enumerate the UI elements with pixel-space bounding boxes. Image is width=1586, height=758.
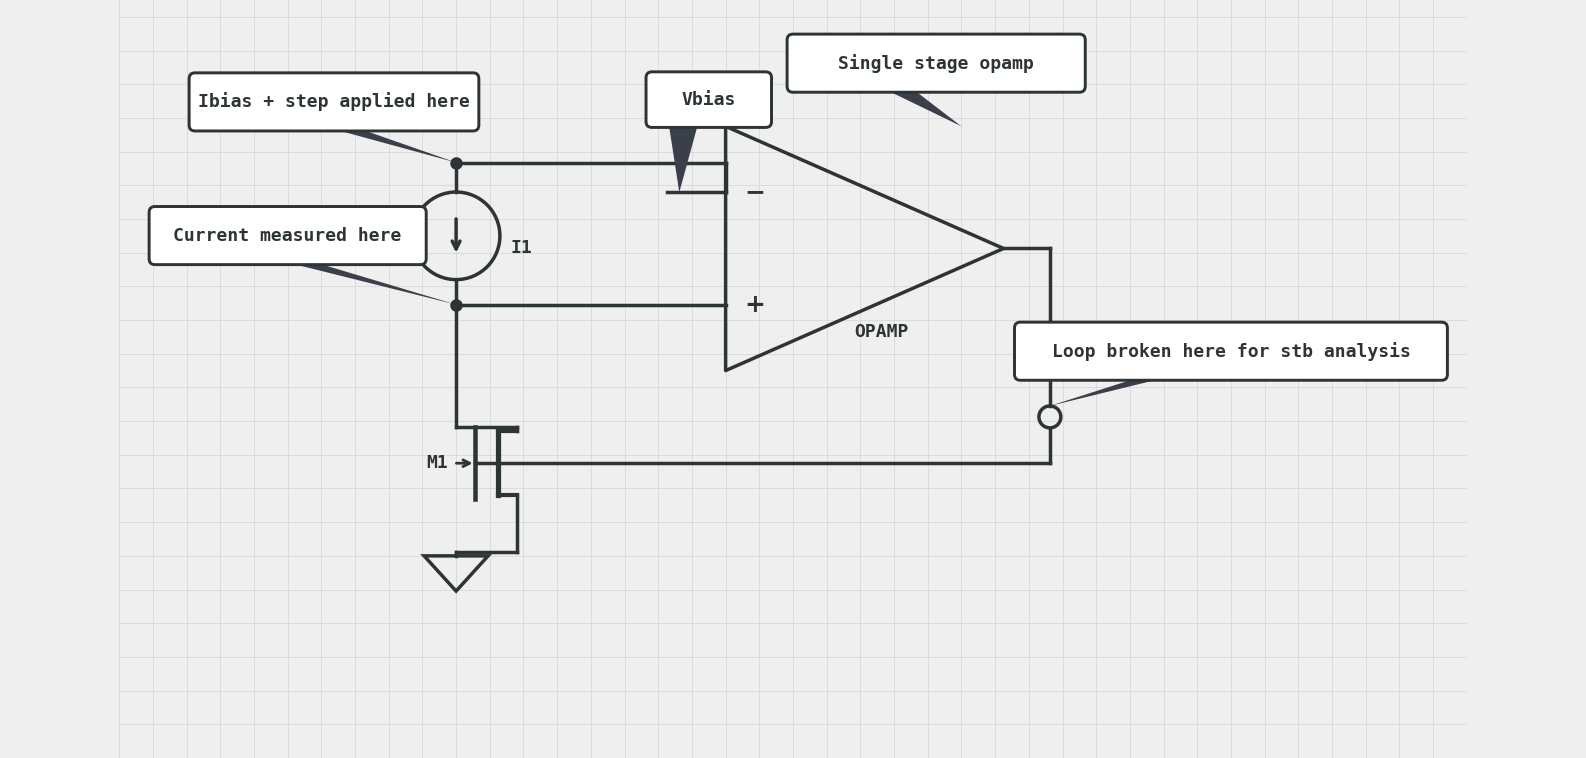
Text: +: + (744, 293, 764, 317)
FancyBboxPatch shape (787, 34, 1085, 92)
Text: I1: I1 (511, 240, 533, 258)
Text: M1: M1 (427, 454, 447, 472)
Text: Single stage opamp: Single stage opamp (839, 54, 1034, 73)
Polygon shape (668, 121, 699, 193)
FancyBboxPatch shape (646, 72, 771, 127)
Polygon shape (1050, 374, 1178, 406)
Text: Loop broken here for stb analysis: Loop broken here for stb analysis (1052, 342, 1410, 361)
Text: −: − (744, 180, 764, 204)
Text: Current measured here: Current measured here (173, 227, 401, 245)
FancyBboxPatch shape (1015, 322, 1448, 381)
Polygon shape (273, 258, 457, 305)
Text: Ibias + step applied here: Ibias + step applied here (198, 92, 469, 111)
Text: Vbias: Vbias (682, 91, 736, 108)
Text: OPAMP: OPAMP (855, 323, 909, 341)
Polygon shape (319, 125, 457, 162)
FancyBboxPatch shape (149, 206, 427, 265)
Polygon shape (879, 86, 961, 127)
FancyBboxPatch shape (189, 73, 479, 131)
